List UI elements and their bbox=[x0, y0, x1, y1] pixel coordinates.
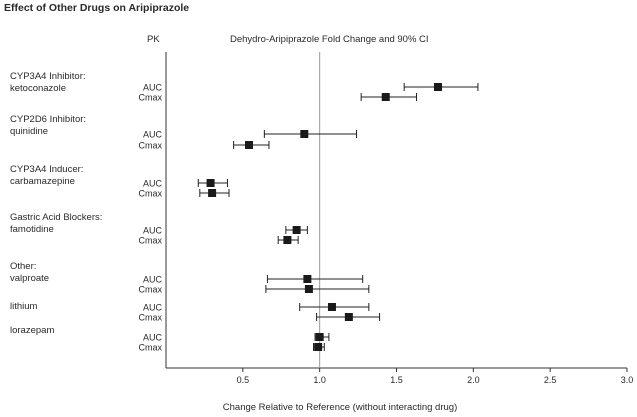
group-label: valproate bbox=[10, 273, 49, 284]
group-label: lithium bbox=[10, 301, 38, 312]
point-estimate bbox=[300, 130, 309, 138]
pk-label: Cmax bbox=[138, 236, 162, 246]
x-tick-label: 2.5 bbox=[544, 375, 557, 385]
plot-area: 0.5 1.0 1.5 2.0 2.5 3.0 CYP3A4 Inhibitor:ketoc… bbox=[10, 52, 633, 385]
point-estimate bbox=[315, 333, 324, 341]
pk-label: Cmax bbox=[138, 313, 162, 323]
group-label: ketoconazole bbox=[10, 83, 66, 94]
group-label: lorazepam bbox=[10, 325, 54, 336]
page-title: Effect of Other Drugs on Aripiprazole bbox=[4, 2, 190, 14]
pk-label: AUC bbox=[143, 179, 163, 189]
group-label: CYP3A4 Inducer: bbox=[10, 164, 83, 175]
point-estimate bbox=[433, 83, 442, 91]
pk-column-header: PK bbox=[147, 34, 160, 45]
x-axis-label: Change Relative to Reference (without in… bbox=[223, 402, 457, 413]
pk-label: AUC bbox=[143, 275, 163, 285]
point-estimate bbox=[344, 313, 353, 321]
pk-label: AUC bbox=[143, 303, 163, 313]
point-estimate bbox=[314, 343, 323, 351]
pk-label: Cmax bbox=[138, 141, 162, 151]
group-label: quinidine bbox=[10, 126, 48, 137]
pk-label: Cmax bbox=[138, 343, 162, 353]
pk-label: Cmax bbox=[138, 189, 162, 199]
pk-label: AUC bbox=[143, 83, 163, 93]
x-tick-label: 0.5 bbox=[237, 375, 250, 385]
pk-label: Cmax bbox=[138, 285, 162, 295]
x-tick-label: 3.0 bbox=[621, 375, 634, 385]
point-estimate bbox=[381, 93, 390, 101]
group-label: Other: bbox=[10, 261, 36, 272]
pk-label: Cmax bbox=[138, 93, 162, 103]
point-estimate bbox=[304, 285, 313, 293]
point-estimate bbox=[303, 275, 312, 283]
point-estimate bbox=[327, 303, 336, 311]
point-estimate bbox=[208, 189, 217, 197]
group-label: CYP2D6 Inhibitor: bbox=[10, 114, 86, 125]
point-estimate bbox=[283, 236, 292, 244]
chart-header: Dehydro-Aripiprazole Fold Change and 90%… bbox=[230, 34, 429, 45]
x-tick-label: 2.0 bbox=[467, 375, 480, 385]
point-estimate bbox=[206, 179, 215, 187]
pk-label: AUC bbox=[143, 130, 163, 140]
pk-label: AUC bbox=[143, 226, 163, 236]
point-estimate bbox=[244, 141, 253, 149]
group-label: famotidine bbox=[10, 224, 54, 235]
group-label: CYP3A4 Inhibitor: bbox=[10, 71, 86, 82]
point-estimate bbox=[292, 226, 301, 234]
x-tick-label: 1.0 bbox=[313, 375, 326, 385]
group-label: Gastric Acid Blockers: bbox=[10, 212, 102, 223]
group-label: carbamazepine bbox=[10, 176, 75, 187]
x-tick-label: 1.5 bbox=[390, 375, 403, 385]
pk-label: AUC bbox=[143, 333, 163, 343]
